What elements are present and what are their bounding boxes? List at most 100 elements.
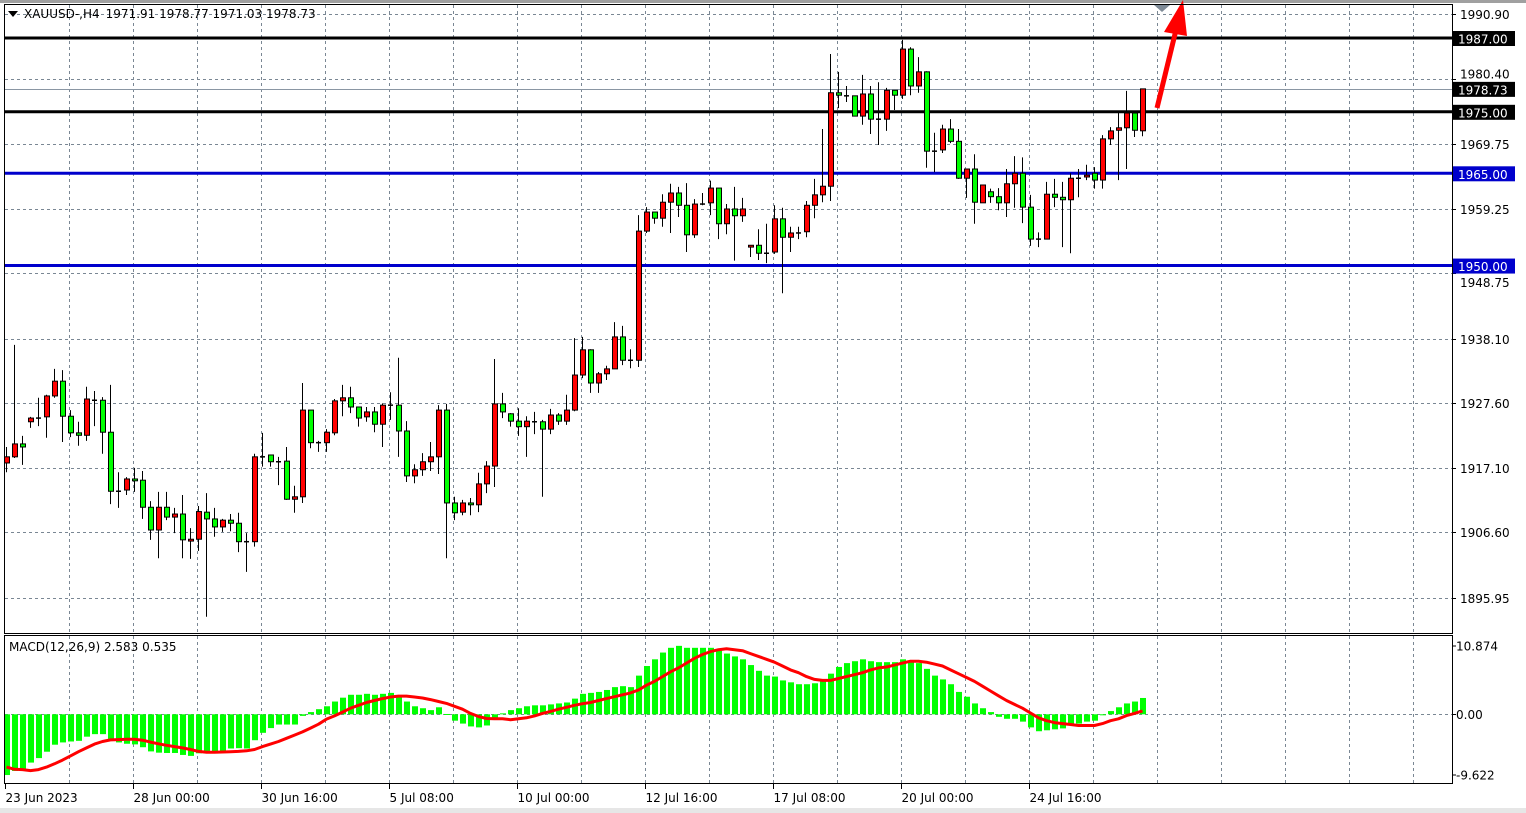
macd-histogram-bar bbox=[980, 708, 986, 715]
candle-body-bullish bbox=[1116, 127, 1122, 131]
candle bbox=[724, 204, 730, 235]
macd-histogram-bar bbox=[1140, 697, 1146, 715]
price-tick-label: 1948.75 bbox=[1460, 276, 1510, 290]
macd-histogram-bar bbox=[1076, 714, 1082, 724]
candle-body-bearish bbox=[684, 204, 690, 236]
candle-body-bullish bbox=[724, 208, 730, 225]
macd-signal-line bbox=[6, 647, 1143, 773]
horizontal-levels[interactable] bbox=[5, 36, 1452, 268]
candle bbox=[764, 223, 769, 264]
macd-histogram-bar bbox=[1124, 703, 1130, 715]
candle bbox=[1140, 88, 1146, 137]
level-price-label: 1965.00 bbox=[1458, 168, 1508, 182]
candle-body-bearish bbox=[588, 349, 594, 384]
macd-histogram-bar bbox=[1020, 714, 1026, 722]
macd-histogram-bar bbox=[1036, 714, 1042, 732]
triangle-down-icon[interactable] bbox=[8, 11, 18, 17]
macd-histogram-bar bbox=[804, 684, 810, 715]
candle-body-bearish bbox=[956, 140, 962, 179]
candle-body-bearish bbox=[212, 518, 218, 528]
candle bbox=[356, 406, 362, 427]
macd-histogram-bar bbox=[1012, 714, 1018, 719]
candle-body-bearish bbox=[988, 191, 994, 198]
candle bbox=[772, 205, 778, 254]
macd-histogram-bar bbox=[788, 682, 794, 715]
macd-histogram-bar bbox=[884, 662, 890, 715]
time-label: 24 Jul 16:00 bbox=[1030, 791, 1102, 805]
candle bbox=[52, 368, 58, 398]
candle-body-bearish bbox=[132, 478, 138, 482]
candle bbox=[140, 470, 146, 519]
candle-body-bullish bbox=[940, 128, 946, 151]
macd-histogram-bar bbox=[388, 692, 394, 715]
candle-body-bullish bbox=[1124, 112, 1130, 129]
candle bbox=[580, 336, 586, 379]
candle bbox=[780, 207, 786, 294]
candle bbox=[388, 392, 393, 420]
candle-body-bearish bbox=[716, 187, 722, 225]
chart-header: XAUUSD-,H4 1971.91 1978.77 1971.03 1978.… bbox=[8, 7, 316, 21]
candle-body-bearish bbox=[1020, 172, 1026, 208]
candle bbox=[36, 397, 41, 427]
candle-body-bullish bbox=[636, 230, 642, 361]
macd-histogram-bar bbox=[628, 687, 634, 715]
macd-histogram-bar bbox=[1084, 714, 1090, 722]
candle bbox=[676, 186, 682, 217]
macd-histogram-bar bbox=[548, 704, 554, 715]
candle bbox=[20, 435, 26, 465]
candle bbox=[132, 467, 138, 492]
candles bbox=[4, 39, 1146, 617]
candle-body-bearish bbox=[108, 431, 114, 492]
macd-histogram-bar bbox=[732, 656, 738, 715]
macd-histogram-bar bbox=[988, 712, 994, 715]
candle-body-bearish bbox=[20, 443, 26, 448]
macd-histogram-bar bbox=[140, 714, 146, 748]
candle-body-bullish bbox=[28, 417, 34, 423]
price-tick-label: 1906.60 bbox=[1460, 526, 1510, 540]
arrow-shaft[interactable] bbox=[1154, 29, 1179, 109]
candle-body-bearish bbox=[468, 502, 474, 506]
triangle-down-icon[interactable] bbox=[1154, 5, 1170, 12]
macd-histogram-bar bbox=[996, 714, 1002, 717]
macd-histogram-bar bbox=[28, 714, 34, 763]
candle-body-bullish bbox=[612, 336, 618, 370]
macd-histogram-bar bbox=[708, 647, 714, 715]
candle-body-bullish bbox=[564, 409, 570, 422]
candle bbox=[668, 183, 674, 233]
macd-histogram-bar bbox=[340, 697, 346, 715]
macd-histogram-bar bbox=[828, 673, 834, 715]
arrow-annotation[interactable] bbox=[1154, 0, 1187, 109]
candle-body-bullish bbox=[340, 397, 346, 402]
candle bbox=[316, 440, 321, 452]
candle-body-bullish bbox=[460, 502, 466, 513]
candle-body-bullish bbox=[364, 411, 370, 418]
candle-body-bullish bbox=[1100, 138, 1106, 181]
level-labels: 1987.00 1975.00 1965.00 1950.00 1978.73 bbox=[1453, 31, 1515, 274]
macd-histogram-bar bbox=[540, 705, 546, 715]
candle bbox=[276, 456, 281, 486]
macd-histogram-bar bbox=[76, 714, 82, 741]
macd-histogram-bar bbox=[620, 686, 626, 715]
time-label: 10 Jul 00:00 bbox=[518, 791, 590, 805]
time-label: 23 Jun 2023 bbox=[6, 791, 78, 805]
candle bbox=[612, 322, 618, 370]
candle bbox=[428, 442, 434, 471]
candle-body-bearish bbox=[516, 420, 522, 428]
candle-body-bullish bbox=[1012, 172, 1018, 185]
candle-body-bearish bbox=[868, 93, 874, 120]
candle bbox=[836, 71, 842, 109]
macd-pane bbox=[4, 645, 1146, 776]
arrow-up-icon[interactable] bbox=[1164, 0, 1187, 36]
window-frame-bottom bbox=[0, 808, 1526, 813]
candle bbox=[468, 498, 474, 516]
candle bbox=[1084, 164, 1090, 181]
macd-histogram-bar bbox=[876, 662, 882, 715]
candle-body-bearish bbox=[620, 336, 626, 361]
candle bbox=[44, 394, 50, 438]
candle bbox=[596, 371, 602, 393]
window-frame-top bbox=[0, 0, 1526, 3]
candle bbox=[988, 188, 994, 203]
candle bbox=[1100, 135, 1106, 189]
candle-body-bullish bbox=[332, 400, 338, 434]
